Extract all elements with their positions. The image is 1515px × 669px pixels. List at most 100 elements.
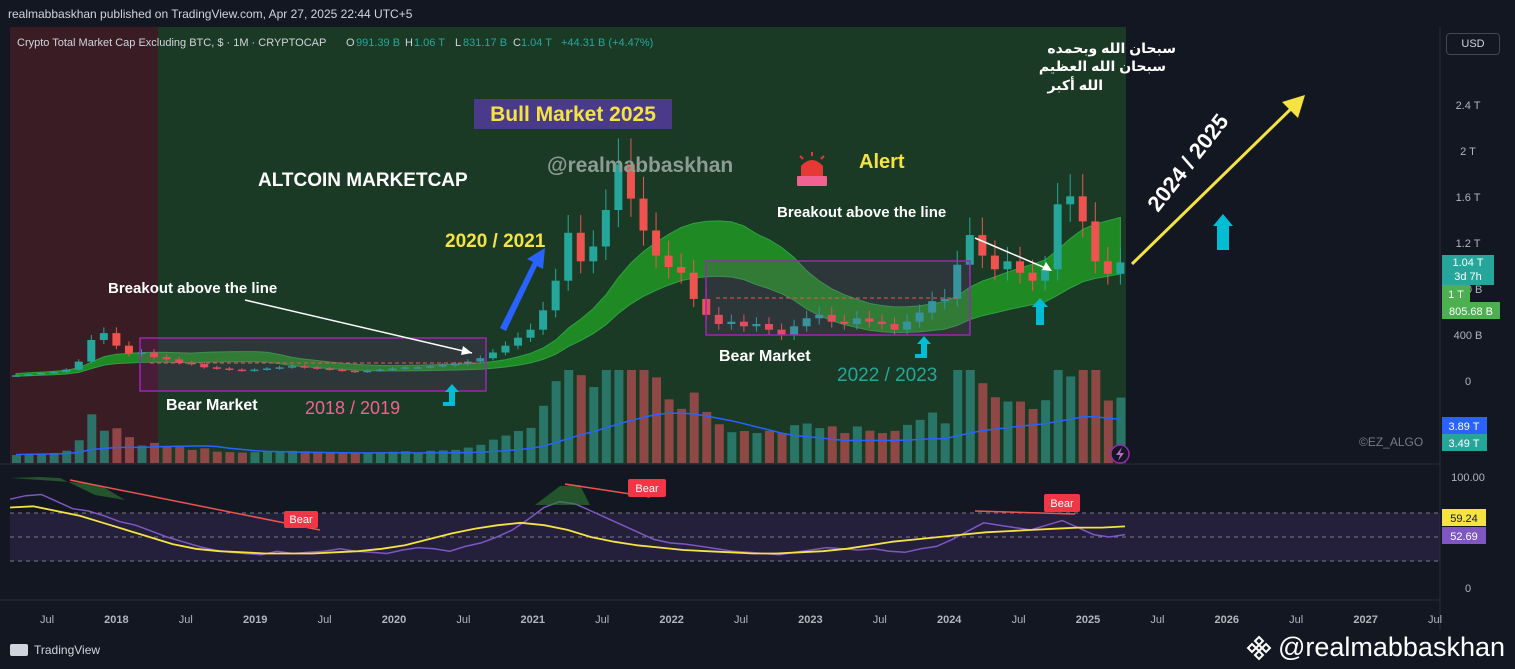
- candle-body: [652, 230, 661, 256]
- candle-body: [689, 272, 698, 299]
- candle-body: [539, 310, 548, 330]
- volume-bar: [300, 451, 310, 463]
- breakout-label-2: Breakout above the line: [777, 204, 946, 221]
- currency-button[interactable]: USD: [1446, 33, 1500, 55]
- time-tick-label: 2020: [382, 614, 406, 626]
- lightning-icon[interactable]: [1110, 444, 1130, 464]
- blue-up-arrow: [500, 248, 545, 331]
- tradingview-footer-label: TradingView: [34, 643, 101, 657]
- volume-bar: [1028, 409, 1038, 463]
- volume-bar: [426, 450, 436, 463]
- bear-market-label-1: Bear Market: [166, 397, 258, 414]
- candle-body: [639, 198, 648, 231]
- candle-body: [802, 318, 811, 327]
- price-tick-label: 2.4 T: [1456, 100, 1481, 112]
- svg-text:805.68 B: 805.68 B: [1449, 306, 1493, 318]
- candle-body: [815, 314, 824, 319]
- time-tick-label: Jul: [595, 614, 609, 626]
- candle-body: [175, 359, 184, 363]
- time-axis[interactable]: Jul 2018 Jul 2019 Jul 2020 Jul 2021 Jul 2022 Jul 20…: [40, 614, 1442, 626]
- candle-body: [601, 210, 610, 247]
- time-tick-label: Jul: [1150, 614, 1164, 626]
- candle-body: [1116, 262, 1125, 274]
- volume-bar: [150, 442, 160, 463]
- volume-bar: [652, 377, 662, 463]
- svg-text:Bear: Bear: [635, 483, 659, 495]
- rsi-overbought-fill-2: [535, 485, 590, 505]
- volume-bar: [375, 452, 385, 463]
- time-tick-label: 2022: [659, 614, 683, 626]
- volume-bar: [589, 387, 599, 463]
- year-2018-2019: 2018 / 2019: [305, 398, 400, 418]
- volume-bar: [237, 452, 247, 463]
- volume-bar: [802, 423, 812, 463]
- candle-body: [790, 326, 799, 336]
- tradingview-footer[interactable]: TradingView: [10, 643, 100, 657]
- volume-bar: [99, 430, 109, 463]
- candle-body: [426, 366, 435, 368]
- volume-bar: [526, 427, 536, 463]
- legend-o-label: O: [346, 37, 355, 49]
- candle-body: [413, 367, 422, 369]
- time-tick-label: 2023: [798, 614, 822, 626]
- volume-bar: [338, 452, 348, 463]
- cyan-hook-arrow-2019: [443, 384, 459, 406]
- candle-body: [451, 363, 460, 366]
- candle-body: [589, 246, 598, 262]
- legend-ohlc: O 991.39 B H 1.06 T L 831.17 B C 1.04 T …: [346, 37, 653, 49]
- legend-c-label: C: [513, 37, 521, 49]
- altcoin-title: ALTCOIN MARKETCAP: [258, 170, 468, 191]
- candle-body: [551, 280, 560, 311]
- candle-body: [877, 321, 886, 324]
- alert-label: Alert: [859, 151, 905, 173]
- candle-body: [526, 329, 535, 338]
- price-tick-label: 2 T: [1460, 146, 1476, 158]
- volume-bar: [1116, 397, 1126, 463]
- candle-body: [978, 235, 987, 256]
- candle-body: [275, 367, 284, 369]
- volume-bar: [438, 450, 448, 463]
- svg-text:3.49 T: 3.49 T: [1449, 438, 1480, 450]
- bear-tag-3: Bear: [1044, 494, 1080, 512]
- volume-bar: [363, 452, 373, 463]
- candle-body: [137, 352, 146, 354]
- candle-body: [727, 321, 736, 324]
- arabic-line-3: الله أكبر: [1046, 76, 1103, 94]
- candle-body: [940, 298, 949, 302]
- volume-bar: [350, 453, 360, 463]
- time-tick-label: 2026: [1215, 614, 1239, 626]
- candle-body: [626, 164, 635, 199]
- author-watermark: @realmabbaskhan: [1246, 632, 1505, 663]
- candle-body: [1103, 261, 1112, 274]
- volume-bar: [739, 431, 749, 463]
- candle-body: [212, 367, 221, 369]
- rsi-axis[interactable]: 100.00 0: [1451, 472, 1485, 595]
- price-tick-label: 0: [1465, 376, 1471, 388]
- author-watermark-label: @realmabbaskhan: [1277, 632, 1505, 662]
- breakout-label-1: Breakout above the line: [108, 280, 277, 297]
- candle-body: [1053, 204, 1062, 270]
- candle-body: [99, 333, 108, 340]
- volume-bar: [940, 423, 950, 463]
- time-tick-label: 2024: [937, 614, 962, 626]
- volume-bar: [1041, 400, 1051, 463]
- candle-body: [12, 375, 20, 377]
- volume-bar: [62, 450, 72, 463]
- volume-bar: [564, 370, 574, 463]
- volume-bar: [626, 370, 636, 463]
- candle-body: [325, 368, 334, 370]
- candle-body: [288, 366, 297, 368]
- candle-body: [576, 232, 585, 262]
- volume-bar: [162, 446, 172, 463]
- volume-bar: [865, 430, 875, 463]
- ez-algo-watermark: ©EZ_ALGO: [1359, 435, 1423, 449]
- candle-body: [112, 333, 121, 346]
- volume-bar: [388, 451, 398, 463]
- candle-body: [49, 371, 58, 374]
- time-tick-label: Jul: [40, 614, 54, 626]
- volume-bar: [451, 449, 461, 463]
- svg-text:3d 7h: 3d 7h: [1454, 271, 1482, 283]
- time-tick-label: Jul: [734, 614, 748, 626]
